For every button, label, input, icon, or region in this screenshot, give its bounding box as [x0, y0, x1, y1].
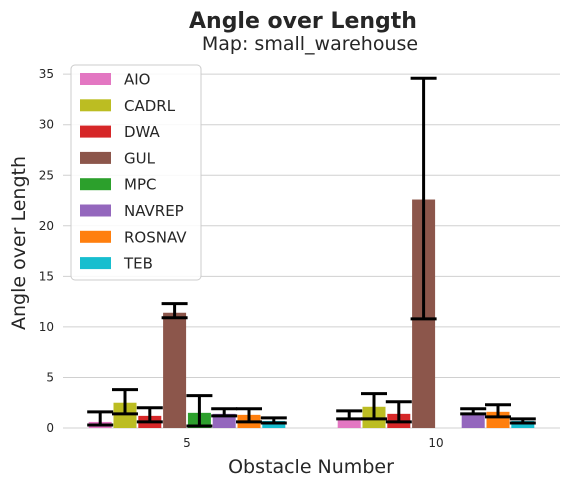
legend-label: ROSNAV [124, 228, 187, 246]
legend-swatch [80, 257, 111, 270]
legend-label: CADRL [124, 97, 176, 115]
y-tick-label: 5 [46, 370, 54, 384]
x-tick-label: 5 [183, 436, 191, 450]
bar [262, 420, 286, 428]
legend-label: MPC [124, 176, 156, 194]
y-tick-label: 20 [39, 219, 54, 233]
error-bar [410, 76, 437, 321]
error-bar [260, 416, 287, 425]
error-bar [211, 407, 238, 418]
legend: AIO CADRL DWA GUL MPC NAVREP ROSNAV TEB [70, 64, 202, 281]
x-axis-label: Obstacle Number [228, 456, 394, 478]
bar [511, 420, 535, 428]
legend-label: GUL [124, 149, 156, 167]
legend-label: AIO [124, 71, 151, 89]
legend-swatch [80, 73, 111, 85]
legend-label: NAVREP [124, 202, 184, 220]
y-tick-labels: 0 5 10 15 20 25 30 35 [39, 67, 54, 435]
y-tick-label: 0 [46, 421, 54, 435]
legend-label: TEB [123, 255, 153, 273]
error-bar [236, 407, 262, 424]
error-bar [336, 409, 363, 421]
y-tick-label: 30 [39, 118, 54, 132]
error-bar [385, 400, 412, 424]
error-bar [485, 403, 511, 419]
legend-label: DWA [124, 123, 161, 141]
legend-swatch [80, 151, 111, 164]
bar [461, 412, 485, 428]
y-axis-label: Angle over Length [8, 156, 30, 330]
error-bar [87, 410, 114, 427]
bar [212, 413, 236, 428]
legend-frame [70, 64, 202, 281]
chart-subtitle: Map: small_warehouse [202, 33, 418, 55]
y-tick-label: 10 [39, 320, 54, 334]
y-tick-label: 35 [39, 67, 54, 81]
x-tick-label: 10 [428, 436, 443, 450]
legend-swatch [80, 178, 111, 191]
bar [113, 402, 137, 428]
bar [163, 312, 187, 428]
legend-swatch [80, 125, 111, 138]
y-tick-label: 25 [39, 168, 54, 182]
chart-suptitle: Angle over Length [189, 9, 417, 34]
bar [337, 419, 361, 428]
error-bar [161, 302, 188, 320]
y-tick-label: 15 [39, 269, 54, 283]
error-bar [509, 417, 536, 425]
error-bars [87, 76, 536, 428]
error-bar [112, 388, 138, 416]
x-tick-labels: 5 10 [183, 436, 443, 450]
error-bar [361, 392, 387, 421]
error-bar [186, 394, 213, 428]
error-bar [460, 407, 487, 416]
legend-swatch [80, 99, 111, 112]
legend-swatch [80, 204, 111, 217]
error-bar [136, 406, 163, 424]
legend-swatch [80, 230, 111, 243]
